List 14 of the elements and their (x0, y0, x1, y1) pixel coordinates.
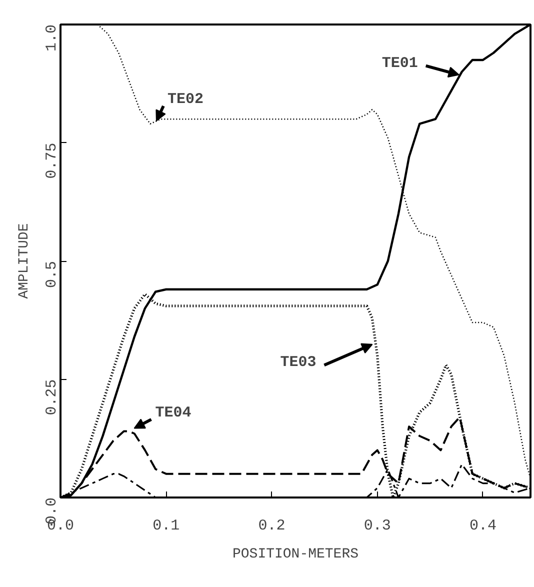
annotation: TE04 (155, 404, 192, 422)
y-tick-label: 0.25 (44, 379, 60, 416)
x-tick-label: 0.2 (258, 518, 286, 534)
x-tick-label: 0.1 (152, 518, 180, 534)
y-tick-label: 1.0 (44, 24, 60, 52)
x-tick-label: 0.4 (469, 518, 496, 534)
x-tick-label: 0.3 (364, 518, 391, 534)
y-tick-label: 0.5 (44, 260, 60, 288)
y-axis-title: AMPLITUDE (16, 223, 32, 299)
y-tick-label: 0.75 (44, 142, 60, 179)
annotation: TE03 (280, 354, 316, 372)
annotation: TE01 (382, 54, 418, 72)
x-axis-title: POSITION-METERS (232, 546, 359, 562)
annotation: TE02 (167, 90, 204, 108)
